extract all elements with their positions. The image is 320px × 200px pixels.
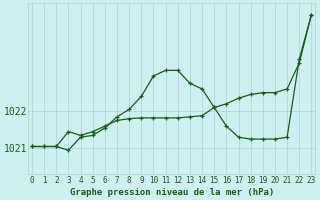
X-axis label: Graphe pression niveau de la mer (hPa): Graphe pression niveau de la mer (hPa) (69, 188, 274, 197)
